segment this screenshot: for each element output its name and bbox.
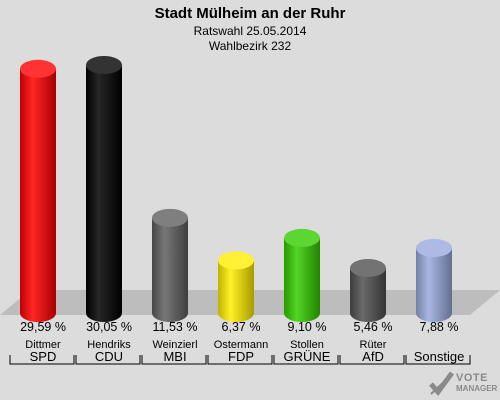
chart-title: Stadt Mülheim an der Ruhr	[154, 5, 346, 22]
bar-grüne	[284, 228, 320, 322]
candidate-label: Weinzierl	[152, 339, 197, 351]
party-label: MBI	[163, 349, 186, 364]
party-bracket	[141, 355, 207, 365]
chart-district: Wahlbezirk 232	[208, 39, 292, 53]
party-bracket	[207, 355, 273, 365]
candidate-label: Hendriks	[87, 339, 131, 351]
party-bracket	[339, 355, 405, 365]
candidate-label: Dittmer	[25, 339, 61, 351]
value-label: 5,46 %	[354, 320, 393, 334]
bar-spd	[20, 59, 56, 322]
party-bracket	[9, 355, 75, 365]
bar-fdp	[218, 251, 254, 322]
value-label: 11,53 %	[153, 320, 198, 334]
check-mark-icon	[429, 371, 454, 396]
value-label: 9,10 %	[288, 320, 327, 334]
party-label: CDU	[95, 349, 123, 364]
vote-manager-logo: VOTE MANAGER	[428, 370, 500, 400]
bar-cdu	[86, 56, 122, 322]
party-label: FDP	[228, 349, 254, 364]
chart-subtitle: Ratswahl 25.05.2014	[193, 24, 307, 38]
bar-afd	[350, 258, 386, 322]
value-label: 29,59 %	[20, 320, 66, 334]
party-bracket	[273, 355, 339, 365]
candidate-label: Stollen	[290, 339, 324, 351]
bar-group	[20, 56, 452, 322]
party-label: GRÜNE	[284, 349, 331, 364]
party-label: AfD	[362, 349, 384, 364]
value-label: 30,05 %	[86, 320, 132, 334]
logo-manager: MANAGER	[456, 384, 498, 393]
party-bracket	[405, 355, 471, 365]
bar-mbi	[152, 208, 188, 322]
value-label: 6,37 %	[222, 320, 261, 334]
candidate-label: Ostermann	[214, 339, 268, 351]
value-label: 7,88 %	[420, 320, 459, 334]
candidate-label: Rüter	[360, 339, 387, 351]
party-bracket	[75, 355, 141, 365]
bar-sonstige	[416, 238, 452, 322]
party-label: SPD	[30, 349, 57, 364]
logo-vote: VOTE	[456, 372, 488, 384]
party-label: Sonstige	[414, 349, 465, 364]
